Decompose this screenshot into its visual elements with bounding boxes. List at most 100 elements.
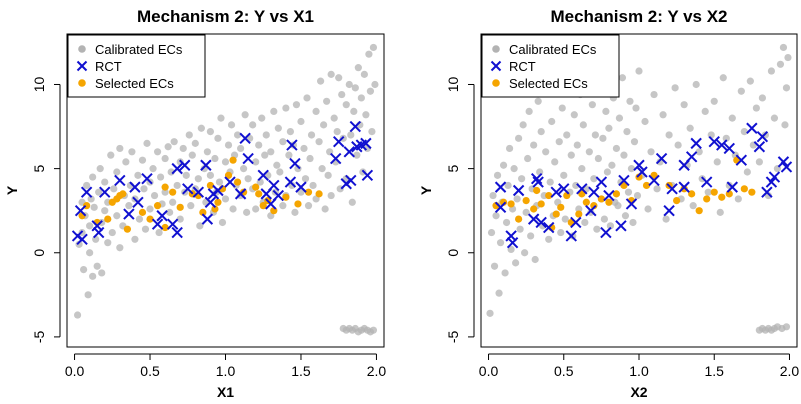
rct-point xyxy=(201,213,214,225)
calibrated-ec-point xyxy=(600,215,608,223)
calibrated-ec-point xyxy=(211,154,219,163)
calibrated-ec-point xyxy=(75,240,83,248)
rct-point-stroke xyxy=(494,201,507,214)
calibrated-ec-point xyxy=(233,131,242,139)
calibrated-ec-point xyxy=(101,178,109,186)
calibrated-ec-point xyxy=(173,181,181,190)
calibrated-ec-point xyxy=(221,158,230,166)
rct-point-stroke xyxy=(343,146,355,158)
calibrated-ec-point xyxy=(704,188,712,196)
chart-title: Mechanism 2: Y vs X2 xyxy=(550,7,727,26)
rct-point-stroke xyxy=(272,189,285,202)
rct-point xyxy=(74,204,87,217)
calibrated-ec-point xyxy=(513,195,521,203)
x-tick-label: 1.0 xyxy=(629,363,649,379)
selected-ec-point xyxy=(582,198,590,206)
calibrated-ec-point xyxy=(606,222,615,230)
rct-point xyxy=(615,220,627,232)
selected-ec-point xyxy=(533,186,541,195)
selected-ec-point xyxy=(578,190,586,198)
calibrated-ec-point xyxy=(767,67,776,75)
calibrated-ec-point xyxy=(134,171,142,179)
calibrated-ec-point xyxy=(495,289,503,297)
calibrated-ec-point xyxy=(348,198,356,206)
calibrated-ec-point xyxy=(335,74,343,82)
selected-ec-point xyxy=(104,215,112,223)
calibrated-ec-point xyxy=(327,70,335,78)
calibrated-ec-point xyxy=(627,165,636,173)
calibrated-ec-point xyxy=(545,235,553,243)
rct-point xyxy=(494,201,507,214)
rct-point xyxy=(505,230,517,242)
calibrated-ec-point xyxy=(614,202,622,210)
rct-point xyxy=(756,130,769,143)
calibrated-ec-point xyxy=(176,215,184,223)
rct-point xyxy=(588,186,600,198)
selected-ec-point xyxy=(673,196,681,205)
calibrated-ec-point xyxy=(569,232,577,240)
calibrated-ec-point xyxy=(629,218,637,227)
rct-point xyxy=(99,186,111,198)
selected-ec-point xyxy=(304,188,313,196)
rct-point xyxy=(286,139,298,151)
calibrated-ec-point xyxy=(323,97,331,105)
calibrated-ec-point xyxy=(221,195,230,203)
rct-point xyxy=(532,176,544,188)
calibrated-ec-point xyxy=(350,107,358,116)
selected-ec-point xyxy=(530,205,538,213)
rct-point-stroke xyxy=(603,189,615,202)
rct-point xyxy=(603,189,615,202)
selected-ec-point xyxy=(252,183,260,191)
rct-point-stroke xyxy=(716,139,728,151)
calibrated-ec-point xyxy=(262,131,270,139)
legend-label: Selected ECs xyxy=(509,76,588,91)
rct-point xyxy=(272,189,285,202)
calibrated-ec-point xyxy=(781,121,789,129)
y-tick-label: 10 xyxy=(445,76,461,92)
calibrated-ec-point xyxy=(206,128,215,136)
selected-ec-point xyxy=(123,225,131,233)
rct-point xyxy=(780,161,793,173)
plot-frame xyxy=(66,33,385,348)
calibrated-ec-point xyxy=(87,195,95,203)
calibrated-ec-point xyxy=(297,117,305,126)
calibrated-ec-point xyxy=(83,181,91,190)
calibrated-ec-point xyxy=(150,191,159,200)
rct-point-stroke xyxy=(192,186,205,198)
rct-point-stroke xyxy=(257,169,269,182)
rct-point xyxy=(530,173,543,185)
rct-point xyxy=(132,196,144,208)
calibrated-ec-point xyxy=(138,156,147,164)
rct-point-stroke xyxy=(166,218,179,230)
calibrated-ec-point xyxy=(166,208,174,216)
y-tick-label: 10 xyxy=(31,76,47,92)
calibrated-ec-point xyxy=(507,245,515,253)
calibrated-ec-point xyxy=(338,90,346,99)
selected-ec-point xyxy=(545,191,553,200)
calibrated-ec-point xyxy=(594,154,602,163)
rct-point-stroke xyxy=(558,183,570,195)
calibrated-ec-point xyxy=(86,222,94,230)
calibrated-ec-point xyxy=(241,111,249,119)
calibrated-ec-point xyxy=(297,188,305,196)
calibrated-ec-point xyxy=(243,208,251,216)
rct-point xyxy=(166,218,179,230)
rct-point-stroke xyxy=(726,181,739,193)
rct-point-stroke xyxy=(212,184,224,197)
calibrated-ec-point xyxy=(519,121,527,129)
calibrated-ec-point xyxy=(267,148,275,156)
rct-point-stroke xyxy=(532,176,544,188)
calibrated-ec-point xyxy=(644,205,652,213)
rct-point-stroke xyxy=(618,174,630,187)
calibrated-ec-point xyxy=(252,158,260,166)
calibrated-ec-point xyxy=(116,144,124,153)
calibrated-ec-point xyxy=(585,148,593,156)
rct-point xyxy=(753,141,766,153)
rct-point xyxy=(618,174,630,187)
calibrated-ec-point xyxy=(107,151,115,159)
calibrated-ec-point xyxy=(624,188,633,196)
rct-point-stroke xyxy=(690,137,702,150)
rct-point-stroke xyxy=(761,186,773,198)
y-tick-label: 5 xyxy=(31,165,47,173)
x-tick-label: 1.0 xyxy=(216,363,236,379)
